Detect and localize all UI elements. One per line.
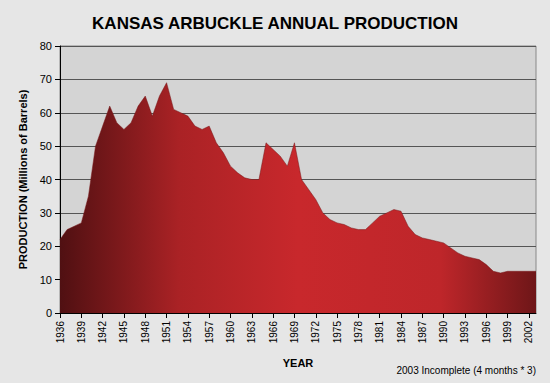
- svg-text:1975: 1975: [332, 321, 343, 344]
- svg-text:1981: 1981: [374, 321, 385, 344]
- svg-text:1966: 1966: [268, 321, 279, 344]
- svg-text:1951: 1951: [161, 321, 172, 344]
- svg-text:1993: 1993: [459, 321, 470, 344]
- svg-text:1936: 1936: [55, 321, 66, 344]
- svg-text:1990: 1990: [438, 321, 449, 344]
- svg-text:1984: 1984: [396, 321, 407, 344]
- svg-text:YEAR: YEAR: [283, 357, 314, 369]
- svg-text:80: 80: [40, 40, 52, 52]
- svg-text:1987: 1987: [417, 321, 428, 344]
- svg-text:1969: 1969: [289, 321, 300, 344]
- svg-text:0: 0: [46, 307, 52, 319]
- svg-text:2002: 2002: [523, 321, 534, 344]
- svg-text:50: 50: [40, 140, 52, 152]
- svg-text:1972: 1972: [310, 321, 321, 344]
- svg-text:1963: 1963: [246, 321, 257, 344]
- svg-text:10: 10: [40, 274, 52, 286]
- svg-text:1960: 1960: [225, 321, 236, 344]
- svg-text:70: 70: [40, 73, 52, 85]
- svg-text:1954: 1954: [182, 321, 193, 344]
- svg-text:1945: 1945: [118, 321, 129, 344]
- svg-text:1942: 1942: [97, 321, 108, 344]
- svg-text:1999: 1999: [502, 321, 513, 344]
- svg-text:1948: 1948: [140, 321, 151, 344]
- svg-text:1939: 1939: [76, 321, 87, 344]
- svg-text:KANSAS ARBUCKLE ANNUAL PRODUCT: KANSAS ARBUCKLE ANNUAL PRODUCTION: [92, 14, 458, 33]
- svg-text:40: 40: [40, 174, 52, 186]
- svg-text:2003 Incomplete (4 months * 3): 2003 Incomplete (4 months * 3): [396, 365, 536, 376]
- svg-text:1996: 1996: [481, 321, 492, 344]
- svg-text:20: 20: [40, 240, 52, 252]
- svg-text:PRODUCTION (Millions of Barrel: PRODUCTION (Millions of Barrels): [17, 89, 29, 269]
- svg-text:60: 60: [40, 107, 52, 119]
- svg-text:30: 30: [40, 207, 52, 219]
- svg-text:1978: 1978: [353, 321, 364, 344]
- svg-text:1957: 1957: [204, 321, 215, 344]
